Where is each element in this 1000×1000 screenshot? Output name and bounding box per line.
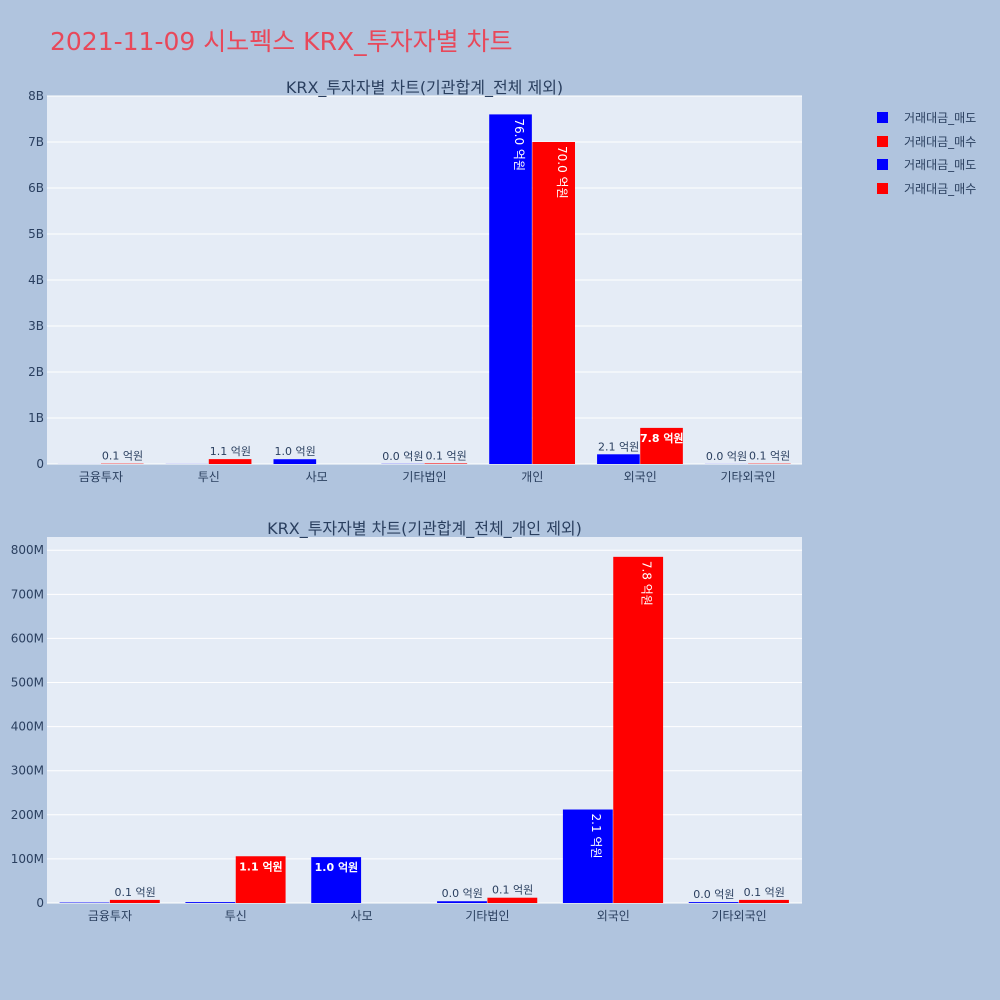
x-tick-label: 외국인 <box>624 470 657 484</box>
legend: 거래대금_매도 거래대금_매수 거래대금_매도 거래대금_매수 <box>876 106 976 200</box>
y-tick-label: 600M <box>11 631 44 645</box>
y-tick-label: 4B <box>28 273 44 287</box>
data-label: 1.0 억원 <box>315 860 359 874</box>
y-tick-label: 3B <box>28 319 44 333</box>
y-tick-label: 500M <box>11 676 44 690</box>
data-label: 0.0 억원 <box>693 888 734 901</box>
bar <box>739 899 789 903</box>
x-tick-label: 사모 <box>351 909 373 923</box>
y-tick-label: 2B <box>28 365 44 379</box>
data-label: 70.0 억원 <box>555 146 569 199</box>
bar <box>487 897 538 903</box>
bar <box>562 809 613 903</box>
y-tick-label: 0 <box>36 896 44 910</box>
y-tick-label: 7B <box>28 135 44 149</box>
y-tick-label: 100M <box>11 852 44 866</box>
x-tick-label: 외국인 <box>597 909 630 923</box>
legend-swatch-icon <box>877 135 888 147</box>
y-tick-label: 300M <box>11 764 44 778</box>
data-label: 0.1 억원 <box>744 886 785 899</box>
legend-item[interactable]: 거래대금_매수 <box>876 130 976 154</box>
legend-label: 거래대금_매수 <box>904 181 977 196</box>
plot-background <box>47 537 802 903</box>
y-tick-label: 200M <box>11 808 44 822</box>
bar <box>273 459 317 464</box>
data-label: 0.1 억원 <box>102 450 143 463</box>
legend-swatch-icon <box>877 182 888 194</box>
bar <box>235 856 286 903</box>
chart-title: KRX_투자자별 차트(기관합계_전체_개인 제외) <box>267 519 582 539</box>
chart-title: KRX_투자자별 차트(기관합계_전체 제외) <box>286 78 563 98</box>
data-label: 0.0 억원 <box>706 450 747 463</box>
y-tick-label: 800M <box>11 543 44 557</box>
x-tick-label: 금융투자 <box>79 470 123 484</box>
y-tick-label: 0 <box>36 457 44 471</box>
data-label: 1.1 억원 <box>210 445 251 458</box>
legend-item[interactable]: 거래대금_매도 <box>876 106 976 130</box>
chart-bottom: 0 100M 200M 300M 400M 500M 600M 700M 800M KRX_투자자… <box>11 519 802 923</box>
data-label: 76.0 억원 <box>512 118 526 171</box>
bar <box>424 463 468 464</box>
legend-swatch-icon <box>877 159 888 171</box>
y-tick-label: 8B <box>28 89 44 103</box>
bar <box>437 901 487 903</box>
x-tick-label: 사모 <box>306 470 328 484</box>
data-label: 1.0 억원 <box>274 445 315 458</box>
data-label: 7.8 억원 <box>639 561 653 606</box>
y-tick-label: 5B <box>28 227 44 241</box>
bar <box>489 114 532 465</box>
chart-top: 0 1B 2B 3B 4B 5B 6B 7B 8B KRX_투자자별 차트(기관합계_전체 제외)… <box>28 78 802 484</box>
y-tick-label: 400M <box>11 720 44 734</box>
legend-label: 거래대금_매도 <box>904 158 977 173</box>
x-tick-label: 개인 <box>521 470 543 484</box>
legend-label: 거래대금_매수 <box>904 134 977 149</box>
bar <box>185 902 236 903</box>
x-tick-label: 기타외국인 <box>711 909 766 923</box>
x-tick-label: 기타법인 <box>402 470 446 484</box>
x-tick-label: 투신 <box>225 909 247 923</box>
bar <box>688 902 739 903</box>
data-label: 0.0 억원 <box>382 450 423 463</box>
data-label: 0.1 억원 <box>492 884 533 897</box>
x-tick-label: 투신 <box>198 470 220 484</box>
bar <box>208 459 252 464</box>
x-tick-label: 기타외국인 <box>720 470 775 484</box>
data-label: 0.1 억원 <box>114 886 155 899</box>
y-tick-label: 6B <box>28 181 44 195</box>
bar <box>311 857 362 903</box>
y-tick-label: 700M <box>11 587 44 601</box>
data-label: 2.1 억원 <box>598 440 639 453</box>
data-label: 0.1 억원 <box>749 450 790 463</box>
legend-item[interactable]: 거래대금_매도 <box>876 153 976 177</box>
page-title: 2021-11-09 시노펙스 KRX_투자자별 차트 <box>50 27 513 56</box>
bar <box>597 454 640 464</box>
data-label: 0.1 억원 <box>425 449 466 462</box>
bar <box>532 142 575 464</box>
y-tick-label: 1B <box>28 411 44 425</box>
bar <box>613 556 664 903</box>
bar <box>109 899 160 903</box>
data-label: 7.8 억원 <box>640 431 684 445</box>
bar <box>640 427 683 464</box>
legend-swatch-icon <box>877 112 888 124</box>
legend-item[interactable]: 거래대금_매수 <box>876 177 976 201</box>
data-label: 0.0 억원 <box>442 887 483 900</box>
x-tick-label: 금융투자 <box>88 909 132 923</box>
x-tick-label: 기타법인 <box>465 909 509 923</box>
data-label: 1.1 억원 <box>239 859 283 873</box>
data-label: 2.1 억원 <box>589 814 603 859</box>
legend-label: 거래대금_매도 <box>904 111 977 126</box>
